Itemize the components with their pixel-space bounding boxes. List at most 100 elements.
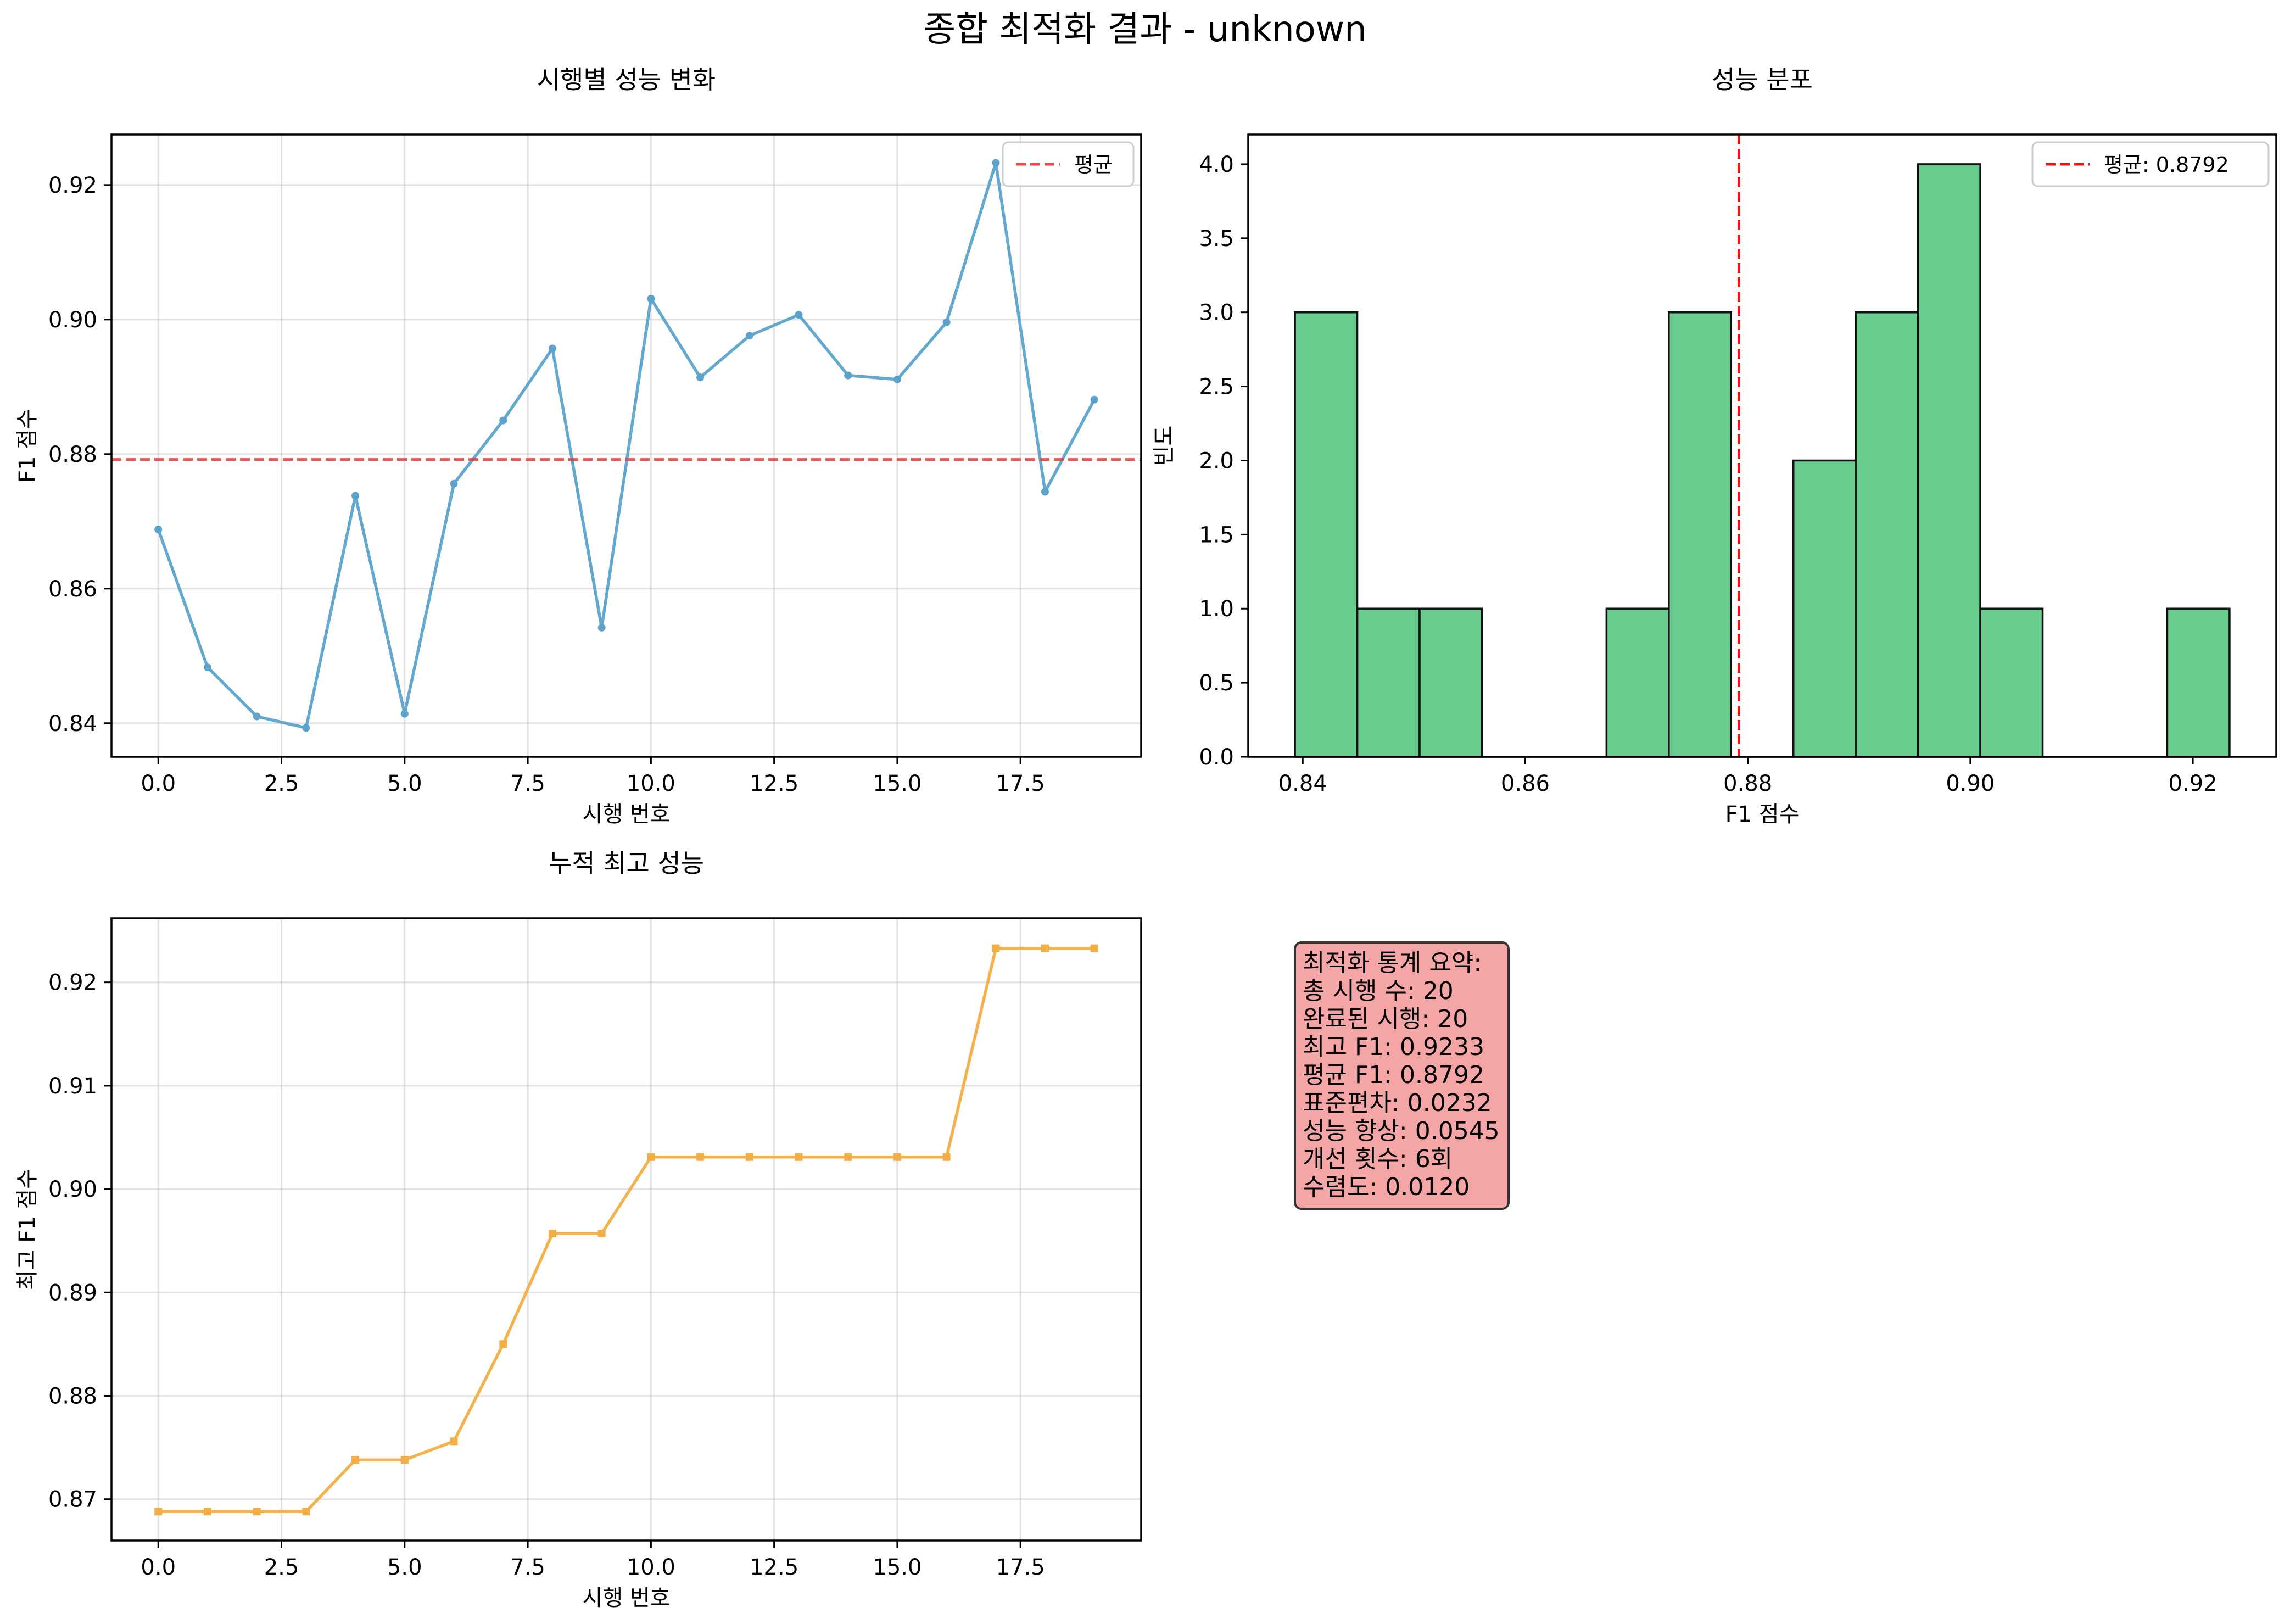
x-tick-label: 2.5 xyxy=(264,1555,299,1580)
y-axis-label: 최고 F1 점수 xyxy=(15,1169,40,1290)
histogram-bar xyxy=(1855,311,1919,758)
x-tick-label: 17.5 xyxy=(996,771,1045,796)
y-tick-label: 2.0 xyxy=(1199,448,1234,473)
series-line xyxy=(158,946,1094,1514)
histogram-bar xyxy=(1356,607,1421,758)
data-point xyxy=(351,1456,360,1464)
data-point xyxy=(253,712,261,721)
y-axis-label: 빈도 xyxy=(1152,426,1177,466)
data-point xyxy=(1090,944,1098,952)
data-point xyxy=(992,159,1000,167)
x-tick-label: 17.5 xyxy=(996,1555,1045,1580)
data-point xyxy=(696,373,705,382)
axes-frame xyxy=(110,917,1142,1542)
y-tick-label: 0.91 xyxy=(48,1074,97,1099)
data-point xyxy=(696,1153,705,1161)
x-tick-label: 2.5 xyxy=(264,771,299,796)
y-tick-label: 1.5 xyxy=(1199,522,1234,548)
data-point xyxy=(844,371,852,380)
data-point xyxy=(647,294,655,303)
x-tick-label: 12.5 xyxy=(750,1555,798,1580)
data-point xyxy=(302,724,310,732)
legend-label: 평균: 0.8792 xyxy=(2104,153,2229,177)
performance-histogram-chart: 평균: 0.8792 0.84 0.86 0.88 0.90 0.92 0.0 0.5 1.0 1… xyxy=(1152,65,2277,827)
histogram-bar xyxy=(1792,459,1857,758)
stats-line-convergence: 수렴도: 0.0120 xyxy=(1303,1173,1470,1201)
x-tick-label: 0.86 xyxy=(1501,771,1550,796)
cumulative-best-chart: 0.0 2.5 5.0 7.5 10.0 12.5 15.0 17.5 0.87 0.88 0.89… xyxy=(15,849,1142,1611)
chart-title: 성능 분포 xyxy=(1712,65,1813,94)
figure-suptitle: 종합 최적화 결과 - unknown xyxy=(923,9,1366,50)
x-tick-label: 15.0 xyxy=(873,1555,921,1580)
data-point xyxy=(893,375,901,383)
y-tick-label: 3.5 xyxy=(1199,226,1234,252)
x-axis-label: F1 점수 xyxy=(1725,802,1800,827)
legend-label: 평균 xyxy=(1074,153,1113,177)
x-axis-label: 시행 번호 xyxy=(583,1586,671,1611)
data-point xyxy=(597,1230,606,1238)
y-tick-label: 0.88 xyxy=(48,442,97,467)
data-point xyxy=(351,492,360,500)
y-axis-label: F1 점수 xyxy=(15,409,40,483)
y-tick-label: 0.92 xyxy=(48,173,97,198)
data-point xyxy=(795,311,803,319)
y-tick-label: 1.0 xyxy=(1199,596,1234,622)
data-point xyxy=(942,1153,951,1161)
y-tick-label: 0.86 xyxy=(48,577,97,602)
x-tick-label: 5.0 xyxy=(387,1555,422,1580)
y-tick-label: 0.87 xyxy=(48,1487,97,1513)
histogram-bar xyxy=(1294,311,1359,758)
y-tick-label: 0.5 xyxy=(1199,671,1234,696)
y-tick-label: 0.92 xyxy=(48,970,97,996)
stats-summary-box: 최적화 통계 요약: 총 시행 수: 20 완료된 시행: 20 최고 F1: … xyxy=(1294,941,1510,1210)
data-point xyxy=(302,1508,310,1516)
stats-line-improve-count: 개선 횟수: 6회 xyxy=(1303,1145,1453,1173)
data-point xyxy=(795,1153,803,1161)
x-tick-label: 0.0 xyxy=(141,1555,176,1580)
data-point xyxy=(203,1508,211,1516)
data-point xyxy=(499,1340,507,1348)
trial-performance-chart: 평균 0.0 2.5 5.0 7.5 10.0 12.5 15.0 17.5 0.84 0.86 0.… xyxy=(15,65,1142,827)
stats-line-total-trials: 총 시행 수: 20 xyxy=(1303,977,1454,1005)
chart-title: 시행별 성능 변화 xyxy=(537,65,716,94)
stats-line-mean-f1: 평균 F1: 0.8792 xyxy=(1303,1061,1485,1089)
x-tick-label: 0.0 xyxy=(141,771,176,796)
legend-box xyxy=(1002,141,1135,187)
data-point xyxy=(1041,488,1049,496)
histogram-bar xyxy=(1917,163,1981,758)
x-tick-label: 10.0 xyxy=(627,1555,675,1580)
data-point xyxy=(893,1153,901,1161)
y-tick-label: 0.89 xyxy=(48,1280,97,1305)
data-point xyxy=(1041,944,1049,952)
y-tick-label: 3.0 xyxy=(1199,300,1234,326)
legend-box xyxy=(2031,141,2270,187)
x-tick-label: 5.0 xyxy=(387,771,422,796)
data-point xyxy=(992,944,1000,952)
y-tick-label: 0.90 xyxy=(48,308,97,333)
data-point xyxy=(154,1508,163,1516)
data-point xyxy=(253,1508,261,1516)
data-point xyxy=(450,479,458,488)
x-tick-label: 15.0 xyxy=(873,771,921,796)
histogram-bar xyxy=(2166,607,2231,758)
y-tick-label: 2.5 xyxy=(1199,375,1234,400)
data-point xyxy=(154,525,163,533)
x-tick-label: 0.92 xyxy=(2169,771,2218,796)
x-tick-label: 0.84 xyxy=(1278,771,1327,796)
histogram-bar xyxy=(1418,607,1483,758)
data-point xyxy=(647,1153,655,1161)
stats-line-std: 표준편차: 0.0232 xyxy=(1303,1089,1492,1117)
histogram-bar xyxy=(1668,311,1733,758)
data-point xyxy=(844,1153,852,1161)
data-point xyxy=(942,318,951,326)
data-point xyxy=(597,623,606,632)
stats-line-title: 최적화 통계 요약: xyxy=(1303,949,1482,977)
chart-title: 누적 최고 성능 xyxy=(549,849,704,878)
histogram-bar xyxy=(1979,607,2044,758)
x-tick-label: 7.5 xyxy=(510,1555,545,1580)
x-tick-label: 12.5 xyxy=(750,771,798,796)
histogram-bar xyxy=(1605,607,1670,758)
stats-line-best-f1: 최고 F1: 0.9233 xyxy=(1303,1033,1485,1061)
data-point xyxy=(400,710,409,718)
